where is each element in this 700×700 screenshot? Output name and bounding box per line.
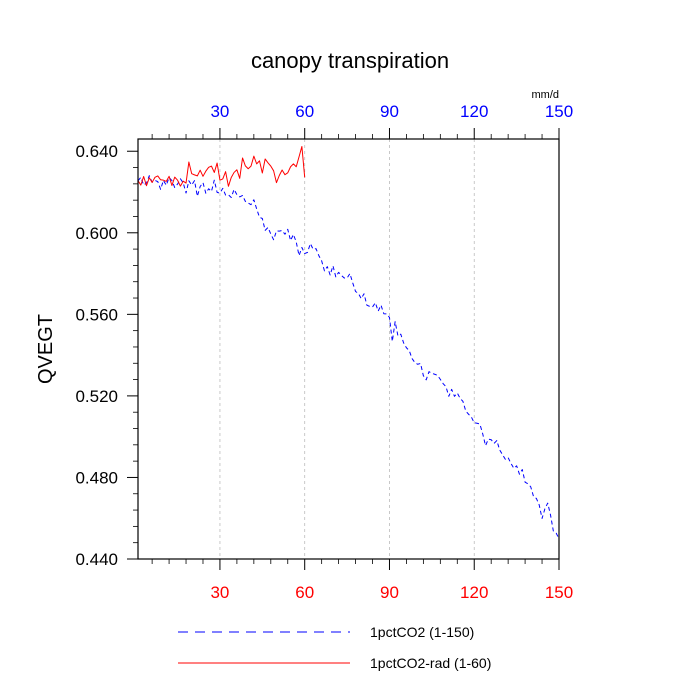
y-tick-label: 0.440	[75, 550, 118, 569]
y-tick-label: 0.640	[75, 142, 118, 161]
grid-lines	[219, 139, 475, 559]
x-tick-label-top: 120	[460, 102, 488, 121]
x-tick-label-top: 150	[545, 102, 573, 121]
legend-label-2: 1pctCO2-rad (1-60)	[370, 655, 491, 671]
x-tick-label-bottom: 30	[210, 583, 229, 602]
y-tick-label: 0.480	[75, 468, 118, 487]
units-label: mm/d	[532, 89, 560, 101]
x-tick-label-bottom: 150	[545, 583, 573, 602]
x-tick-label-top: 90	[380, 102, 399, 121]
plot-frame	[137, 138, 560, 560]
y-tick-label: 0.560	[75, 305, 118, 324]
series-line-1	[137, 175, 560, 539]
legend-label-1: 1pctCO2 (1-150)	[370, 624, 474, 640]
series-line-2	[137, 146, 306, 187]
x-tick-label-top: 60	[295, 102, 314, 121]
legend: 1pctCO2 (1-150) 1pctCO2-rad (1-60)	[178, 624, 491, 671]
x-tick-label-bottom: 60	[295, 583, 314, 602]
y-tick-label: 0.600	[75, 224, 118, 243]
y-tick-label: 0.520	[75, 387, 118, 406]
tick-labels: 30 30 60 60 90 90 120 120 150 150 0.640 0.600 0.560 0…	[75, 102, 573, 602]
chart-title: canopy transpiration	[251, 48, 449, 73]
axis-ticks	[127, 128, 560, 570]
y-axis-label: QVEGT	[35, 314, 57, 384]
x-tick-label-bottom: 120	[460, 583, 488, 602]
x-tick-label-top: 30	[210, 102, 229, 121]
series-lines	[137, 146, 560, 539]
x-tick-label-bottom: 90	[380, 583, 399, 602]
